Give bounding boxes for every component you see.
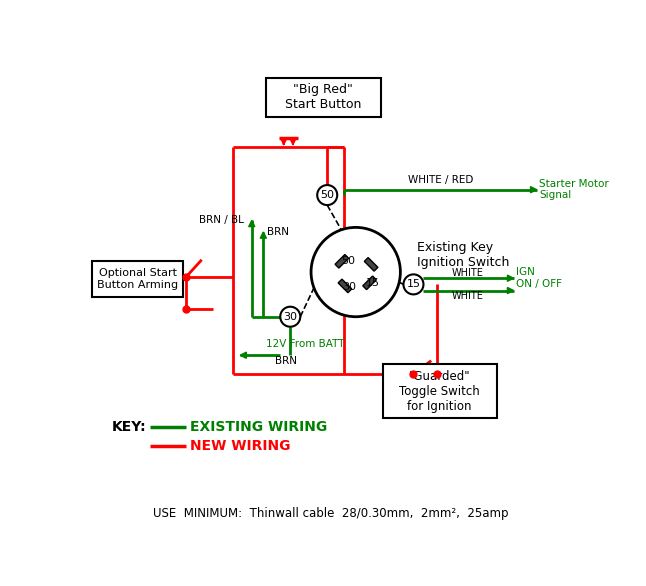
Polygon shape [249, 220, 255, 227]
Polygon shape [507, 288, 514, 294]
Text: BRN / BL: BRN / BL [199, 216, 244, 226]
Text: EXISTING WIRING: EXISTING WIRING [190, 420, 328, 434]
Text: 12V From BATT: 12V From BATT [266, 339, 345, 349]
Text: WHITE / RED: WHITE / RED [408, 175, 473, 185]
Text: Starter Motor
Signal: Starter Motor Signal [539, 179, 609, 200]
FancyBboxPatch shape [338, 279, 351, 293]
Text: IGN
ON / OFF: IGN ON / OFF [516, 267, 562, 289]
Text: 50: 50 [341, 256, 355, 266]
Text: 50: 50 [320, 190, 334, 200]
Polygon shape [240, 352, 246, 358]
Text: BRN: BRN [275, 356, 297, 366]
Text: 15: 15 [406, 280, 421, 289]
Text: WHITE: WHITE [452, 291, 483, 301]
Text: 30: 30 [342, 282, 357, 292]
Text: Existing Key
Ignition Switch: Existing Key Ignition Switch [417, 241, 510, 269]
Circle shape [311, 227, 401, 316]
Text: BRN: BRN [267, 227, 289, 237]
FancyBboxPatch shape [92, 261, 183, 297]
Text: WHITE: WHITE [452, 268, 483, 278]
Polygon shape [530, 186, 537, 193]
Text: 30: 30 [283, 312, 297, 322]
Text: "Guarded"
Toggle Switch
for Ignition: "Guarded" Toggle Switch for Ignition [399, 370, 480, 413]
FancyBboxPatch shape [364, 258, 378, 271]
Text: Optional Start
Button Arming: Optional Start Button Arming [98, 268, 178, 290]
Text: KEY:: KEY: [112, 420, 146, 434]
Text: "Big Red"
Start Button: "Big Red" Start Button [285, 83, 362, 111]
FancyBboxPatch shape [363, 276, 377, 289]
FancyBboxPatch shape [266, 78, 381, 117]
Text: NEW WIRING: NEW WIRING [190, 439, 291, 453]
Polygon shape [260, 232, 266, 238]
Circle shape [280, 306, 300, 327]
FancyBboxPatch shape [382, 364, 497, 418]
Circle shape [317, 185, 337, 205]
Polygon shape [507, 275, 514, 281]
Circle shape [404, 274, 424, 294]
FancyBboxPatch shape [335, 254, 349, 268]
Text: 15: 15 [366, 278, 380, 288]
Text: USE  MINIMUM:  Thinwall cable  28/0.30mm,  2mm²,  25amp: USE MINIMUM: Thinwall cable 28/0.30mm, 2… [153, 506, 509, 520]
